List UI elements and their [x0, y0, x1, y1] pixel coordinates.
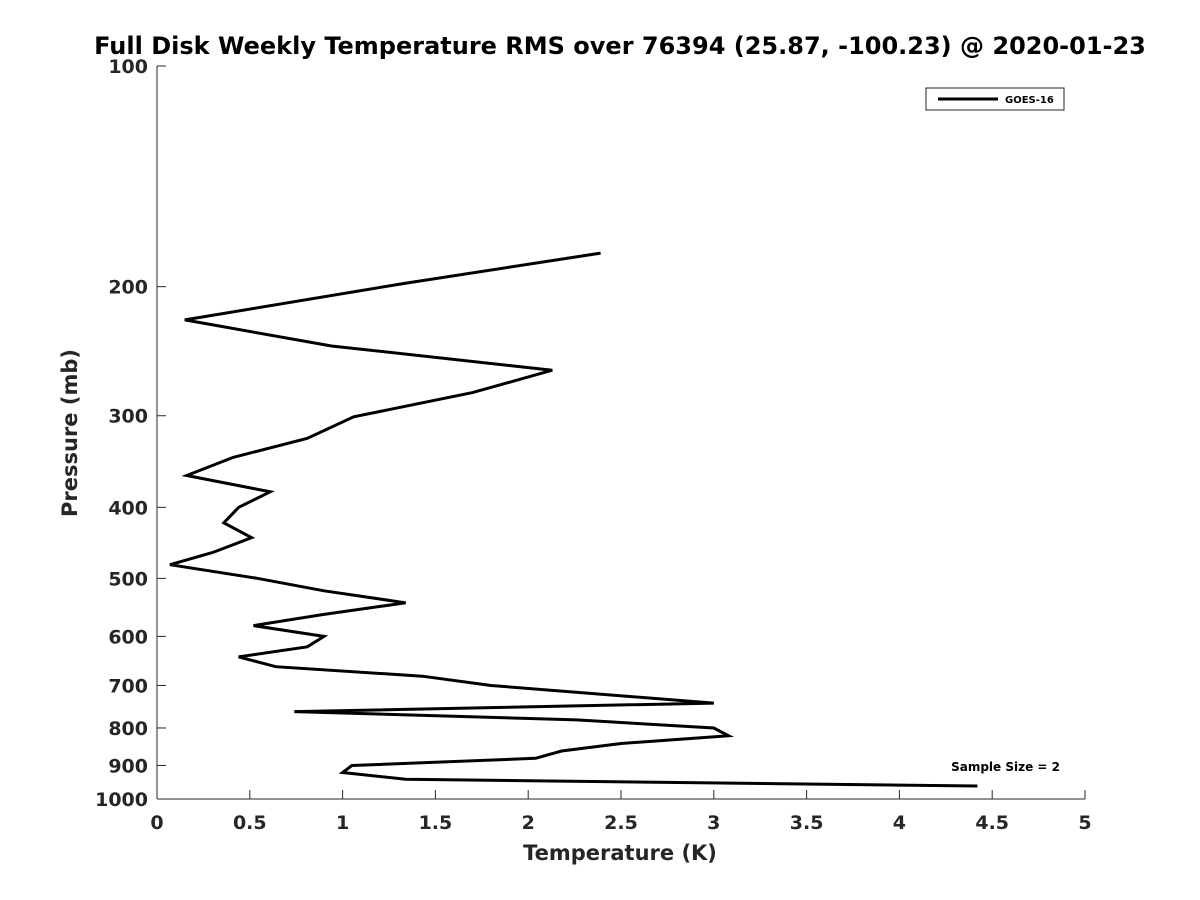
x-tick-label: 1.5	[419, 812, 453, 834]
x-tick-label: 2	[522, 812, 535, 834]
y-tick-label: 100	[108, 56, 148, 78]
y-tick-label: 600	[108, 626, 148, 648]
y-tick-label: 300	[108, 406, 148, 428]
series-line-goes-16	[169, 251, 978, 788]
y-tick-label: 1000	[95, 789, 148, 811]
y-tick-label: 400	[108, 497, 148, 519]
x-tick-label: 2.5	[604, 812, 638, 834]
y-tick-label: 800	[108, 718, 148, 740]
x-tick-label: 0.5	[233, 812, 267, 834]
chart-title: Full Disk Weekly Temperature RMS over 76…	[94, 32, 1146, 60]
series-layer	[169, 251, 978, 788]
sample-size-annotation: Sample Size = 2	[951, 760, 1060, 774]
y-tick-label: 500	[108, 568, 148, 590]
x-tick-label: 1	[336, 812, 349, 834]
x-tick-label: 4.5	[975, 812, 1009, 834]
y-axis-label: Pressure (mb)	[58, 349, 82, 517]
y-tick-label: 200	[108, 277, 148, 299]
y-tick-label: 700	[108, 675, 148, 697]
x-tick-label: 0	[150, 812, 163, 834]
x-tick-label: 3.5	[790, 812, 824, 834]
x-tick-label: 3	[707, 812, 720, 834]
axes: 0 0.5 1 1.5 2 2.5 3 3.5 4 4.5 5 100 200 300 400 500 600 7…	[95, 56, 1092, 834]
x-tick-label: 4	[893, 812, 906, 834]
y-tick-label: 900	[108, 755, 148, 777]
legend: GOES-16	[925, 87, 1065, 111]
x-axis-label: Temperature (K)	[523, 841, 717, 865]
legend-label-goes-16: GOES-16	[1005, 95, 1054, 106]
x-tick-label: 5	[1078, 812, 1091, 834]
